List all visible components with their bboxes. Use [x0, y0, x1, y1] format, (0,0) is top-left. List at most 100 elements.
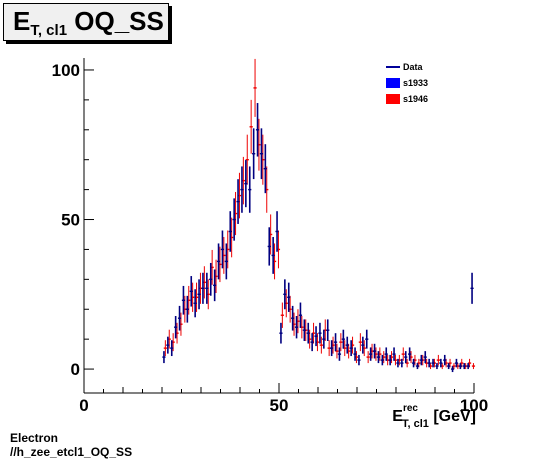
data-point	[185, 295, 189, 323]
legend-swatch-box	[386, 94, 400, 104]
data-point	[213, 269, 217, 302]
data-point	[294, 316, 299, 339]
data-point	[306, 322, 310, 344]
footer-line-1: Electron	[10, 431, 59, 445]
data-point	[209, 262, 213, 296]
data-point	[358, 333, 362, 352]
x-tick-label: 100	[460, 396, 488, 415]
data-point	[255, 103, 260, 157]
data-point	[423, 351, 427, 364]
data-point	[341, 329, 345, 349]
data-point	[163, 340, 167, 357]
data-point	[310, 333, 314, 352]
data-point	[376, 351, 381, 364]
data-point	[380, 354, 384, 366]
data-point	[314, 326, 318, 347]
data-point	[345, 336, 349, 354]
data-point	[330, 340, 334, 357]
data-point	[280, 302, 284, 328]
tick-marks	[83, 69, 475, 393]
data-point	[400, 358, 404, 368]
data-point	[162, 351, 166, 364]
data-point	[298, 302, 303, 328]
x-axis-title-unit: [GeV]	[429, 408, 476, 425]
data-point	[249, 99, 253, 154]
x-tick-label: 0	[79, 396, 88, 415]
axes	[83, 58, 474, 394]
data-point	[333, 333, 338, 352]
data-point	[197, 279, 201, 310]
data-point	[415, 363, 420, 370]
legend-label: s1946	[403, 94, 428, 104]
data-point	[253, 58, 257, 117]
data-point	[353, 347, 357, 361]
data-point	[339, 333, 343, 352]
data-point	[326, 319, 330, 341]
data-point	[259, 128, 264, 180]
data-point	[349, 340, 353, 357]
data-point	[319, 336, 323, 354]
data-point	[271, 236, 275, 274]
data-point	[458, 363, 462, 370]
chart-title: ET, cl1 OQ_SS	[13, 6, 164, 39]
data-point	[166, 336, 170, 354]
legend-item: s1946	[386, 94, 428, 104]
data-point	[392, 347, 396, 361]
data-point	[291, 305, 295, 331]
data-point	[337, 347, 342, 361]
data-point	[252, 128, 256, 180]
data-point	[404, 351, 408, 364]
legend: Data s1933 s1946	[386, 62, 428, 104]
data-point	[401, 347, 405, 361]
legend-item: s1933	[386, 78, 428, 88]
data-point	[466, 363, 470, 370]
data-point	[232, 198, 236, 241]
legend-item: Data	[386, 62, 424, 72]
data-point	[369, 347, 373, 361]
data-point	[443, 354, 447, 366]
data-point	[174, 316, 178, 339]
data-point	[431, 358, 435, 368]
chart-title-main: E	[13, 6, 31, 36]
data-point	[322, 329, 326, 349]
data-point	[470, 272, 474, 304]
y-tick-label: 0	[71, 360, 80, 379]
data-point	[205, 272, 209, 304]
data-point	[365, 329, 369, 349]
y-tick-label: 50	[61, 211, 80, 230]
data-point	[450, 366, 455, 373]
legend-label: s1933	[403, 78, 428, 88]
footer: Electron //h_zee_etcl1_OQ_SS	[10, 431, 132, 459]
data-point	[245, 134, 249, 185]
data-point	[216, 243, 221, 280]
data-point	[275, 211, 279, 252]
data-point	[435, 363, 439, 370]
data-point	[388, 354, 392, 366]
series-data	[162, 103, 474, 373]
data-point	[471, 363, 476, 370]
data-point	[248, 166, 252, 213]
data-point	[372, 343, 377, 359]
data-point	[267, 227, 271, 266]
legend-label: Data	[403, 62, 424, 72]
tick-labels: 0 50 100 0 50 100	[52, 61, 489, 415]
data-point	[411, 358, 416, 368]
data-point	[396, 358, 400, 368]
data-point	[408, 347, 412, 361]
chart-title-rest: OQ_SS	[67, 6, 164, 36]
data-point	[287, 282, 291, 312]
x-axis-title-sup: rec	[403, 403, 418, 414]
data-point	[240, 166, 244, 213]
x-axis-title-sub: T, cl1	[402, 418, 429, 430]
chart-title-subscript: T, cl1	[30, 22, 68, 39]
data-point	[436, 354, 440, 366]
data-point	[244, 160, 248, 208]
chart-title-box: ET, cl1 OQ_SS	[3, 3, 169, 41]
data-point	[427, 358, 431, 368]
data-point	[384, 347, 388, 361]
data-point	[177, 305, 182, 331]
series-s1946	[163, 58, 476, 370]
data-point	[220, 230, 225, 269]
x-axis-title: Erec T, cl1 [GeV]	[392, 403, 476, 430]
